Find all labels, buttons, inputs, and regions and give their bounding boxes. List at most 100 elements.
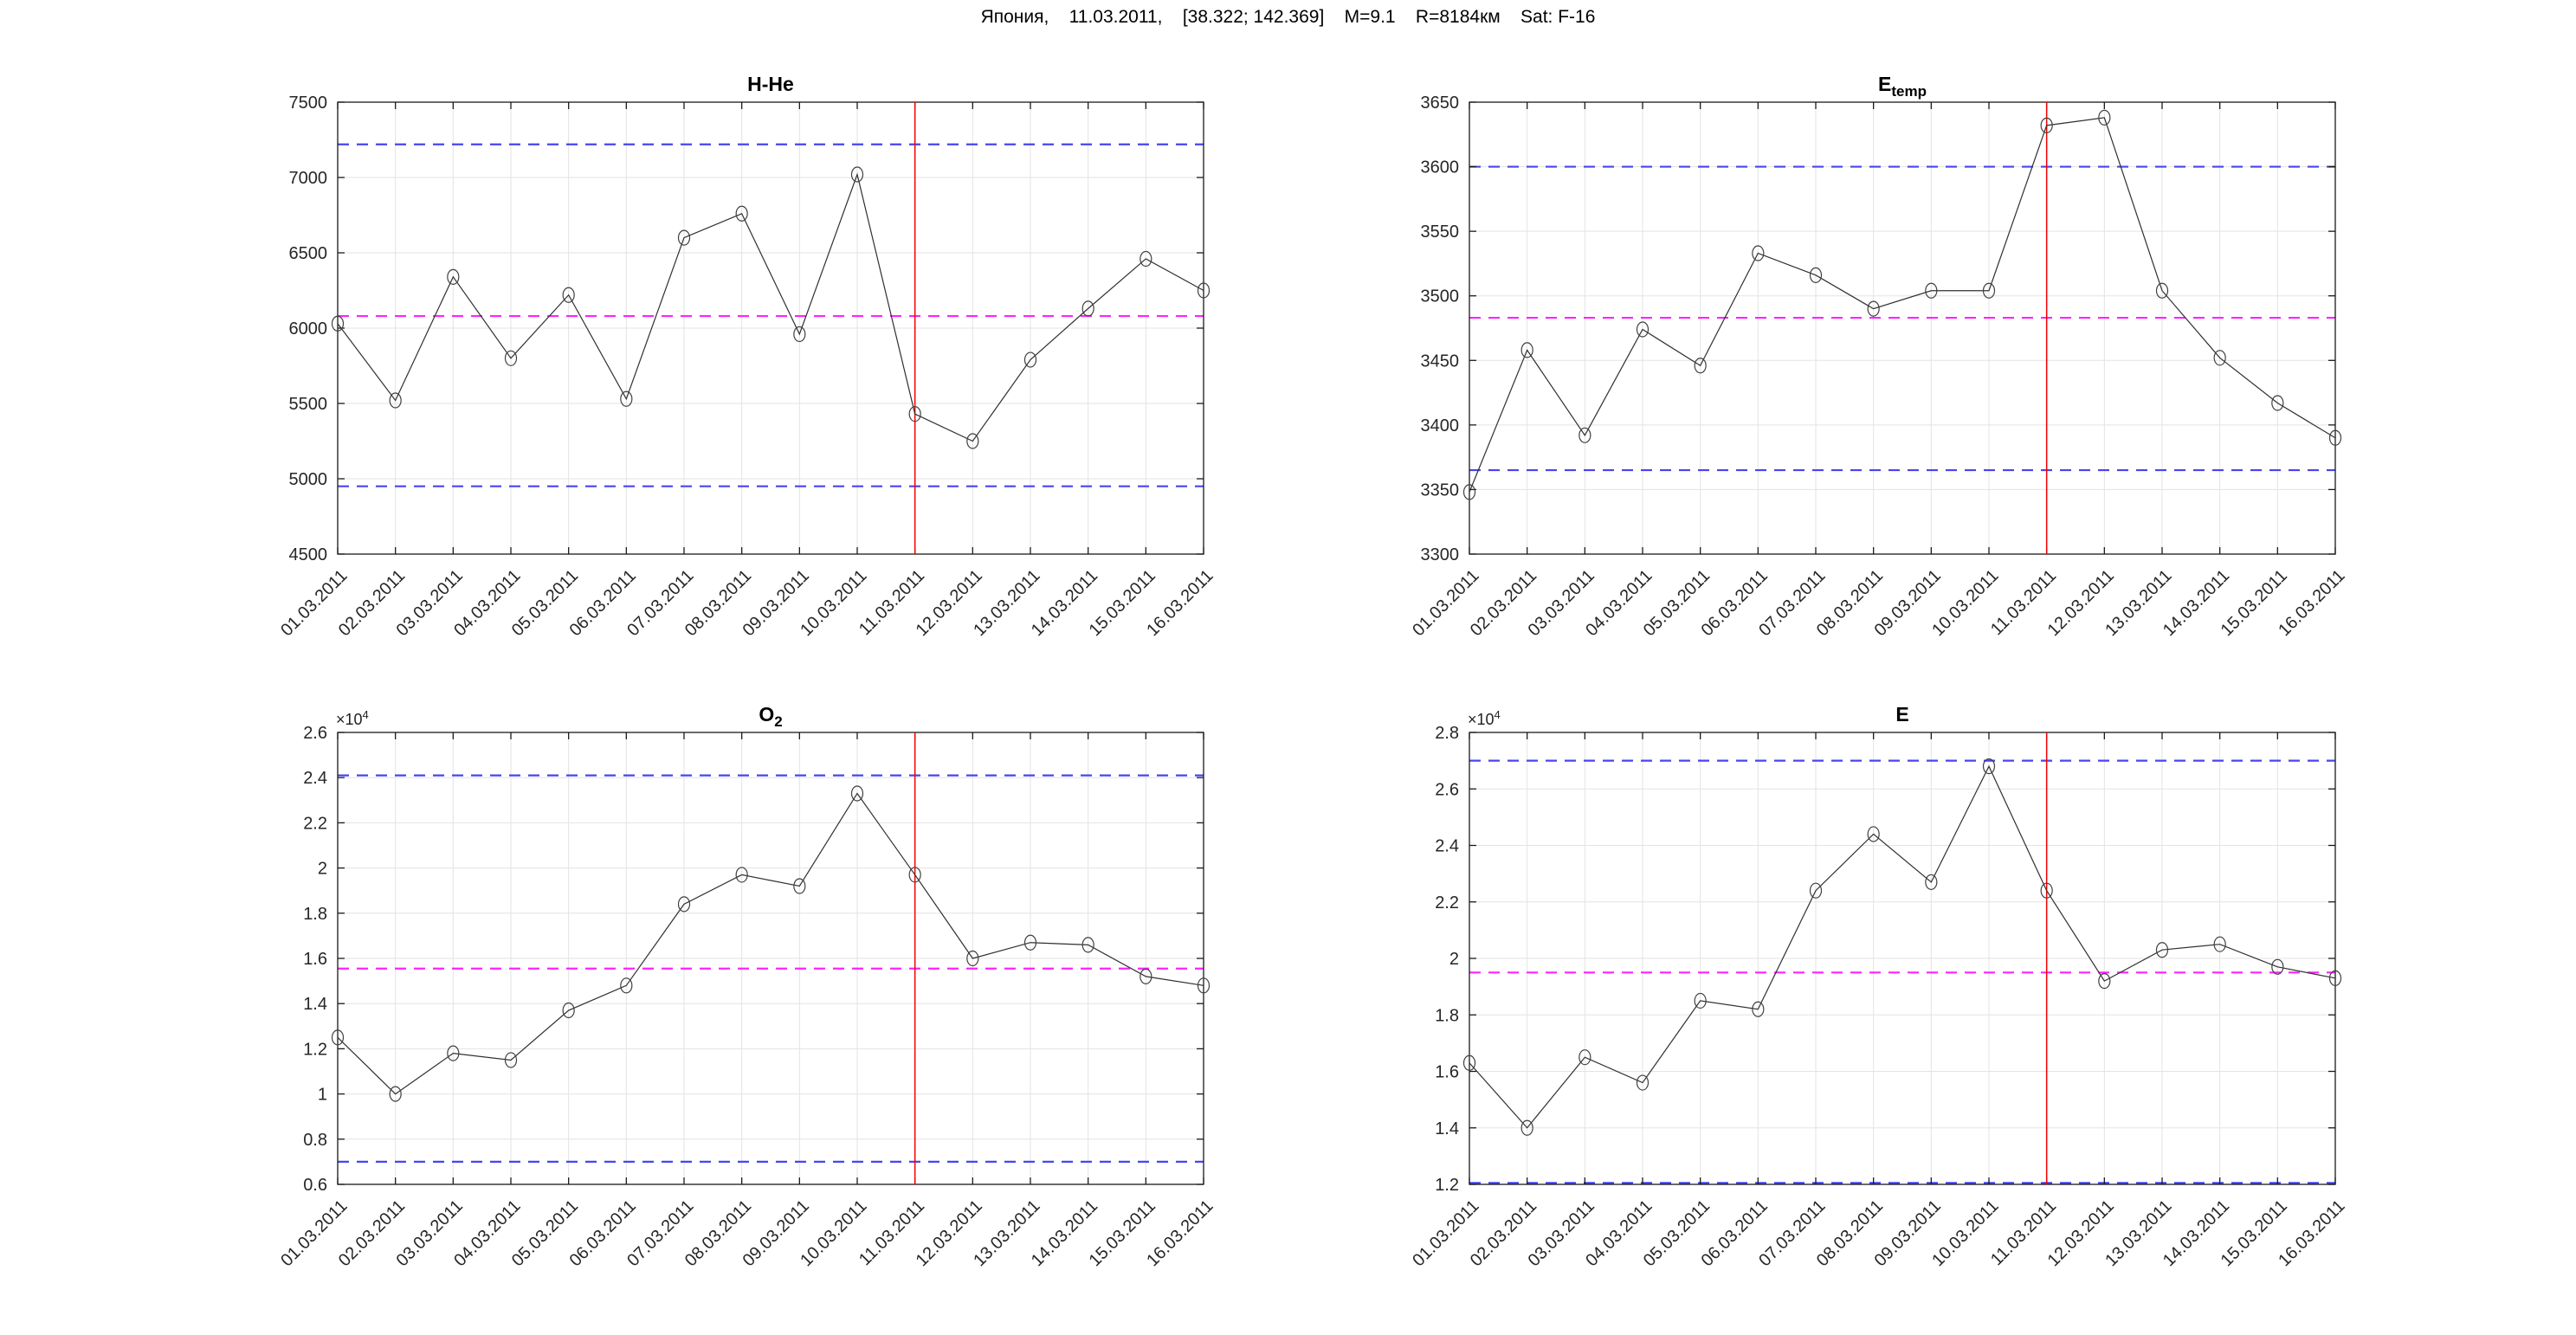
chart-panel-o2: O2 ×104 0.6 0.8 1 1.2 1.4 1.6 1.8 2 2.2 2.4 2.6 01.… (208, 682, 1325, 1335)
figure-header-title: Япония, 11.03.2011, [38.322; 142.369] M=… (980, 7, 1596, 27)
y-tick-label: 6500 (289, 244, 328, 263)
data-markers (331, 166, 1211, 449)
data-point (1579, 1049, 1591, 1066)
data-point (2040, 882, 2053, 899)
data-point (1197, 977, 1211, 994)
y-tick-label: 3350 (1421, 480, 1460, 500)
y-tick-label: 7500 (289, 94, 328, 113)
y-tick-label: 7000 (289, 169, 328, 188)
chart-title-subscript: temp (1891, 83, 1927, 100)
data-point (966, 950, 979, 967)
y-tick-label: 3500 (1421, 287, 1460, 306)
data-point (735, 867, 748, 883)
chart-title-main: E (1878, 73, 1892, 95)
y-tick-label: 2.6 (303, 724, 327, 743)
chart-e-temp: 3300 3350 3400 3450 3500 3550 3600 3650 01.03.20… (1409, 94, 2348, 640)
data-point (793, 326, 806, 343)
data-point (1809, 267, 1823, 283)
chart-panel-h-he: H-He 4500 5000 5500 6000 6500 7000 7500 01.03.2… (208, 52, 1325, 705)
data-point (908, 406, 921, 422)
data-point (331, 1029, 345, 1046)
x-tick-labels: 01.03.201102.03.201103.03.201104.03.2011… (1409, 1196, 2348, 1270)
data-point (562, 1002, 575, 1019)
data-point (1579, 427, 1591, 443)
data-point (850, 785, 864, 802)
data-point (1023, 351, 1037, 368)
data-point (677, 229, 691, 246)
y-tick-label: 0.8 (303, 1131, 327, 1150)
data-point (2213, 350, 2226, 366)
data-point (1520, 1119, 1533, 1136)
y-tick-label: 2.2 (303, 814, 327, 833)
chart-panel-e-temp: Etemp 3300 3350 3400 3450 3500 3550 3600 3650 01… (1340, 52, 2457, 705)
chart-title-subscript: 2 (774, 713, 783, 730)
y-axis-exponent-label: ×104 (336, 708, 369, 729)
y-tick-label: 1.2 (303, 1040, 327, 1059)
chart-e: 1.2 1.4 1.6 1.8 2 2.2 2.4 2.6 2.8 01.03.201102.03… (1409, 724, 2348, 1270)
gridlines (338, 732, 1204, 1184)
y-tick-label: 2 (1449, 950, 1459, 969)
data-point (1462, 1054, 1476, 1071)
y-tick-label: 2.2 (1435, 893, 1459, 913)
x-tick-labels: 01.03.201102.03.201103.03.201104.03.2011… (277, 566, 1217, 640)
chart-title-main: E (1895, 703, 1909, 726)
data-point (1694, 358, 1707, 374)
y-tick-label: 1.4 (1435, 1119, 1459, 1138)
data-series-line (337, 792, 1204, 1095)
data-point (1081, 300, 1094, 317)
data-point (620, 390, 633, 407)
data-point (389, 1086, 402, 1102)
data-point (2155, 942, 2169, 958)
exp-base: ×10 (1468, 711, 1495, 728)
y-tick-label: 1.8 (303, 905, 327, 924)
data-point (735, 205, 748, 222)
data-point (677, 896, 691, 913)
data-point (1867, 300, 1880, 317)
data-markers (1462, 758, 2342, 1136)
y-tick-label: 1.6 (1435, 1063, 1459, 1082)
data-point (389, 392, 402, 409)
y-tick-label: 6000 (289, 319, 328, 339)
data-point (504, 350, 518, 366)
data-point (447, 1045, 460, 1061)
gridlines (338, 102, 1204, 554)
data-point (562, 287, 575, 303)
chart-title-o2: O2 (338, 703, 1204, 733)
y-tick-labels: 1.2 1.4 1.6 1.8 2 2.2 2.4 2.6 2.8 (1435, 724, 1459, 1195)
data-point (1752, 1001, 1765, 1017)
exp-power: 4 (362, 708, 369, 721)
y-tick-label: 2.4 (303, 769, 327, 788)
data-point (908, 867, 921, 883)
y-tick-label: 3450 (1421, 351, 1460, 371)
data-point (2155, 282, 2169, 299)
axis-ticks (337, 732, 1204, 1185)
gridlines (1469, 732, 2335, 1184)
gridlines (1469, 102, 2335, 554)
data-point (966, 433, 979, 449)
axis-ticks (1469, 101, 2336, 555)
y-tick-label: 2 (318, 860, 327, 879)
y-tick-label: 1.6 (303, 950, 327, 969)
exp-base: ×10 (336, 711, 363, 728)
y-tick-label: 3600 (1421, 158, 1460, 177)
data-point (1197, 282, 1211, 299)
data-point (2271, 395, 2284, 411)
chart-title-main: O (759, 703, 775, 726)
y-tick-labels: 4500 5000 5500 6000 6500 7000 7500 (289, 94, 328, 564)
chart-title-main: H-He (747, 73, 794, 95)
data-point (1140, 250, 1152, 268)
data-point (447, 268, 460, 285)
y-tick-label: 1 (318, 1086, 327, 1105)
data-point (1925, 874, 1938, 891)
data-point (1081, 937, 1094, 953)
data-point (2328, 429, 2342, 446)
plot-border (1469, 101, 2336, 555)
data-point (2328, 970, 2342, 986)
data-point (1636, 321, 1650, 338)
data-series-line (1469, 764, 2336, 1129)
data-point (793, 878, 806, 894)
data-point (850, 166, 864, 183)
data-point (331, 315, 345, 332)
y-tick-labels: 3300 3350 3400 3450 3500 3550 3600 3650 (1421, 94, 1460, 564)
data-point (504, 1052, 518, 1068)
